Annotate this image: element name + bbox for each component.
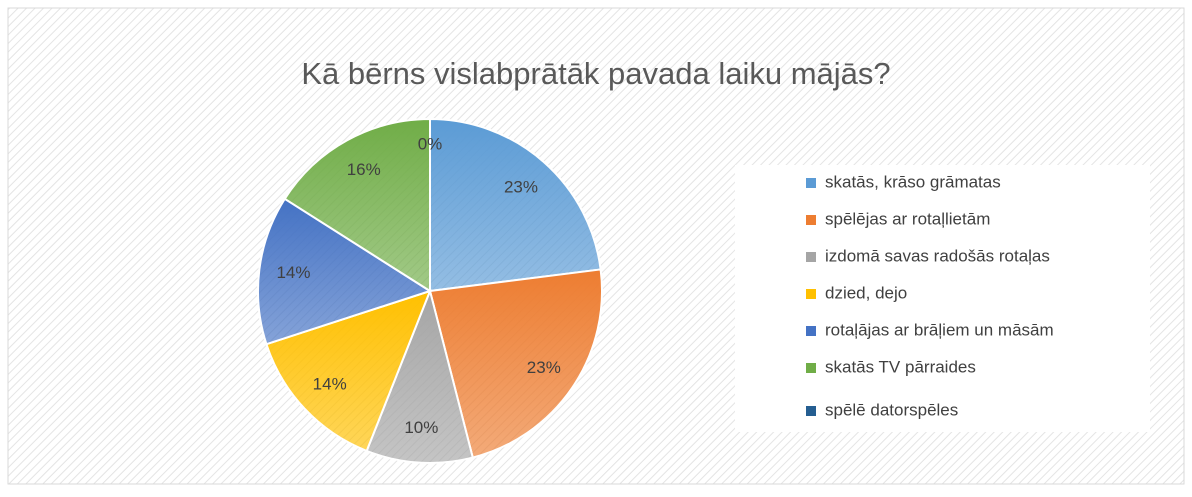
legend-label: dzied, dejo — [825, 283, 907, 302]
pie-slice — [283, 117, 431, 293]
legend-label: spēlējas ar rotaļlietām — [825, 209, 990, 228]
legend-swatch — [806, 363, 816, 373]
legend-swatch — [806, 215, 816, 225]
legend-swatch — [806, 326, 816, 336]
data-label: 0% — [418, 134, 443, 153]
legend-label: rotaļājas ar brāļiem un māsām — [825, 320, 1054, 339]
legend-label: izdomā savas radošās rotaļas — [825, 246, 1050, 265]
data-label: 14% — [313, 375, 347, 394]
data-label: 16% — [347, 160, 381, 179]
legend-label: skatās, krāso grāmatas — [825, 172, 1001, 191]
legend-swatch — [806, 289, 816, 299]
data-label: 14% — [276, 263, 310, 282]
legend-label: spēlē datorspēles — [825, 400, 958, 419]
data-label: 23% — [504, 177, 538, 196]
data-label: 23% — [527, 358, 561, 377]
data-label: 10% — [404, 418, 438, 437]
legend-swatch — [806, 178, 816, 188]
legend-label: skatās TV pārraides — [825, 357, 976, 376]
legend-swatch — [806, 252, 816, 262]
legend-box — [735, 165, 1150, 432]
pie-slice — [365, 287, 474, 464]
pie-slice — [429, 117, 602, 293]
chart-title: Kā bērns vislabprātāk pavada laiku mājās… — [301, 56, 890, 91]
legend-swatch — [806, 406, 816, 416]
pie-slice — [428, 268, 603, 459]
pie-slice — [257, 197, 433, 346]
